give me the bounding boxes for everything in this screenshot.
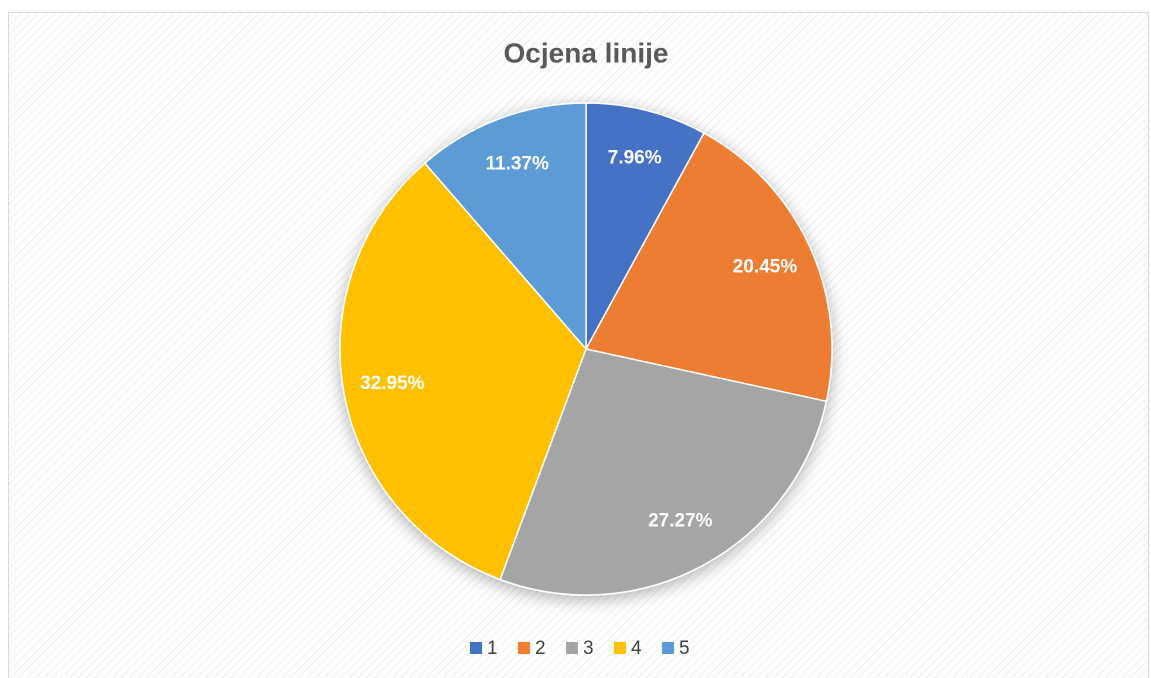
pie-slice bbox=[585, 102, 705, 350]
legend-label: 5 bbox=[679, 638, 690, 659]
legend-swatch bbox=[614, 642, 626, 654]
legend-label: 1 bbox=[487, 638, 498, 659]
data-label: 7.96% bbox=[608, 147, 662, 168]
legend-swatch bbox=[662, 642, 674, 654]
data-label: 32.95% bbox=[360, 373, 425, 394]
data-label: 20.45% bbox=[733, 256, 798, 277]
chart-title: Ocjena linije bbox=[504, 37, 669, 68]
legend-label: 2 bbox=[535, 638, 546, 659]
legend-swatch bbox=[566, 642, 578, 654]
pie-slice bbox=[499, 348, 828, 596]
legend-label: 3 bbox=[583, 638, 594, 659]
data-label: 27.27% bbox=[648, 511, 713, 532]
legend-label: 4 bbox=[631, 638, 642, 659]
data-label: 11.37% bbox=[485, 154, 548, 175]
pie-slice bbox=[339, 162, 587, 581]
pie-slice bbox=[584, 132, 833, 403]
pie bbox=[339, 102, 833, 596]
legend-swatch bbox=[518, 642, 530, 654]
legend-swatch bbox=[470, 642, 482, 654]
pie-slice bbox=[423, 102, 587, 352]
